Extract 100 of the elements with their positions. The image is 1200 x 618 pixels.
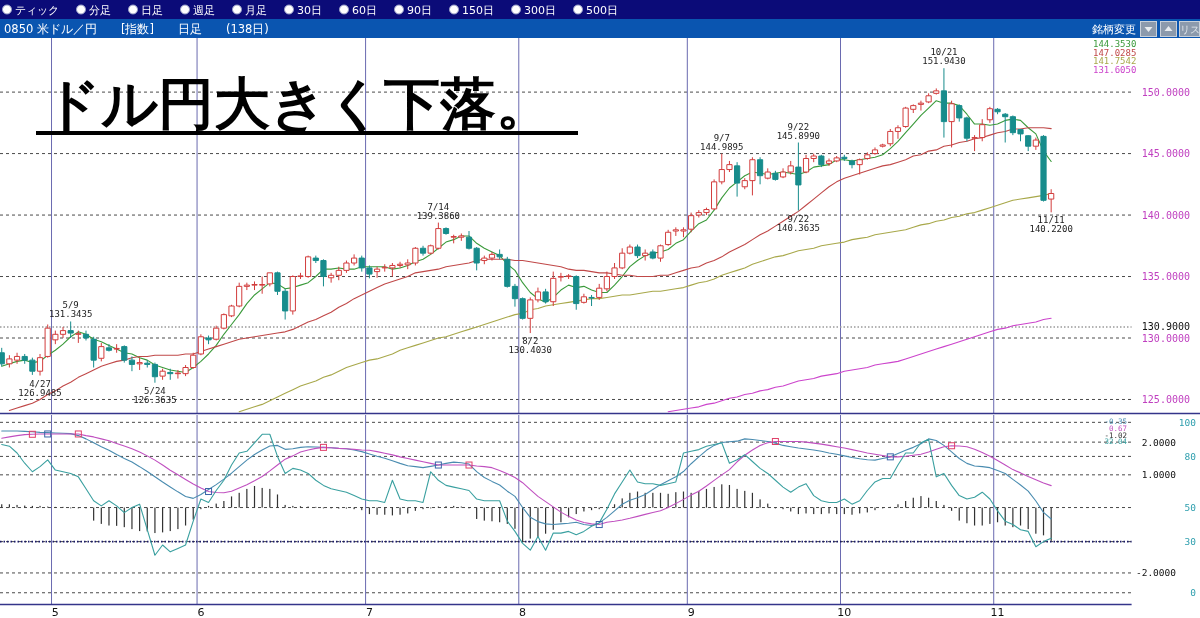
candlestick — [1032, 137, 1039, 151]
candlestick — [328, 272, 335, 284]
annotation: 5/24 126.3635 — [133, 385, 177, 405]
candlestick — [994, 107, 1001, 115]
y-tick-label: 80 — [1184, 450, 1197, 462]
annotation: 9/7 144.9895 — [700, 132, 744, 152]
text: 500日 — [586, 4, 618, 17]
x-tick-label: 9 — [687, 606, 695, 618]
candlestick — [917, 100, 925, 112]
candlestick — [205, 335, 212, 345]
candlestick — [67, 320, 74, 339]
candlestick — [550, 271, 557, 307]
candlestick — [665, 229, 672, 247]
candlestick — [167, 368, 174, 381]
candlestick — [573, 274, 580, 311]
text: 分足 — [89, 4, 111, 17]
text: 銘柄変更 — [1092, 23, 1136, 36]
candlestick — [841, 154, 848, 162]
candlestick — [1025, 134, 1032, 152]
candlestick — [940, 67, 948, 139]
candlestick — [856, 157, 863, 175]
candlestick — [871, 146, 879, 156]
candlestick — [756, 156, 764, 185]
text: 月足 — [245, 4, 267, 17]
annotation: 7/14 139.3860 — [416, 201, 461, 221]
candlestick — [848, 159, 856, 169]
candlestick — [764, 167, 771, 180]
candlestick — [642, 248, 649, 262]
point — [28, 430, 36, 438]
candlestick — [419, 245, 427, 257]
candlestick — [657, 244, 664, 263]
x-tick-label: 11 — [990, 606, 1005, 618]
x-tick-label: 10 — [837, 606, 852, 618]
point — [44, 430, 52, 438]
candlestick — [90, 336, 97, 369]
y2-tick-label: -2.0000 — [1135, 567, 1177, 579]
candlestick — [159, 368, 166, 381]
candlestick — [82, 330, 90, 341]
text: 141.7542 — [1093, 56, 1137, 67]
candlestick — [596, 283, 603, 301]
text: 147.0285 — [1093, 47, 1137, 58]
y-tick-label: 135.0000 — [1141, 271, 1190, 283]
candlestick — [197, 333, 204, 356]
candlestick — [580, 293, 587, 305]
candlestick — [0, 347, 5, 367]
annotation: 8/2 130.4030 — [508, 336, 552, 356]
candlestick — [986, 106, 993, 124]
text: 131.6050 — [1093, 64, 1137, 75]
chart-subtitle: 0850 米ドル／円 [指数] 日足 (138日) — [4, 22, 269, 36]
y-tick-label: 0 — [1190, 587, 1197, 599]
candlestick — [1002, 112, 1009, 144]
candlestick — [925, 92, 932, 104]
candlestick — [864, 151, 871, 161]
text: 日足 — [141, 4, 163, 17]
candlestick — [113, 343, 120, 354]
point — [465, 461, 473, 469]
candlestick — [266, 272, 273, 287]
point — [205, 488, 213, 496]
text: 150日 — [462, 4, 494, 17]
candlestick — [542, 288, 549, 305]
candlestick — [75, 330, 82, 344]
x-tick-label: 8 — [519, 606, 527, 618]
candlestick — [105, 343, 113, 353]
point — [434, 461, 442, 469]
y2-tick-label: 2.0000 — [1141, 436, 1177, 448]
text: 90日 — [407, 4, 432, 17]
candlestick — [649, 248, 656, 260]
y-tick-label: 125.0000 — [1141, 393, 1190, 405]
candlestick — [496, 248, 503, 260]
x-tick-label: 6 — [197, 606, 205, 618]
y-tick-label: 130.0000 — [1141, 332, 1190, 344]
y-tick-label: 30 — [1184, 536, 1197, 548]
point — [319, 443, 327, 451]
point — [948, 442, 956, 450]
text: 60日 — [352, 4, 377, 17]
text: 144.3530 — [1093, 39, 1137, 49]
candlestick — [36, 353, 44, 377]
annotation: 10/21 151.9430 — [922, 47, 966, 67]
ref-line-label: 130.9000 — [1141, 321, 1190, 333]
line-series — [1, 433, 1052, 556]
text: ティック — [15, 4, 59, 17]
y-tick-label: 50 — [1184, 502, 1197, 514]
candlestick — [818, 154, 825, 168]
point — [74, 430, 82, 438]
y-tick-label: 100 — [1178, 416, 1197, 428]
point — [886, 453, 894, 461]
line-series — [667, 317, 1052, 413]
candlestick — [795, 142, 802, 212]
text: 30日 — [297, 4, 322, 17]
candlestick — [772, 170, 779, 182]
text: 300日 — [524, 4, 556, 17]
y-tick-label: 150.0000 — [1141, 86, 1190, 98]
annotation: 9/22 140.3635 — [776, 213, 821, 233]
candlestick — [442, 226, 450, 236]
y-tick-label: 145.0000 — [1141, 148, 1190, 160]
candlestick — [734, 161, 741, 198]
text: 週足 — [193, 4, 215, 17]
text: ドル円大きく下落。 — [44, 71, 552, 136]
point — [771, 437, 779, 445]
candlestick — [1040, 134, 1047, 203]
